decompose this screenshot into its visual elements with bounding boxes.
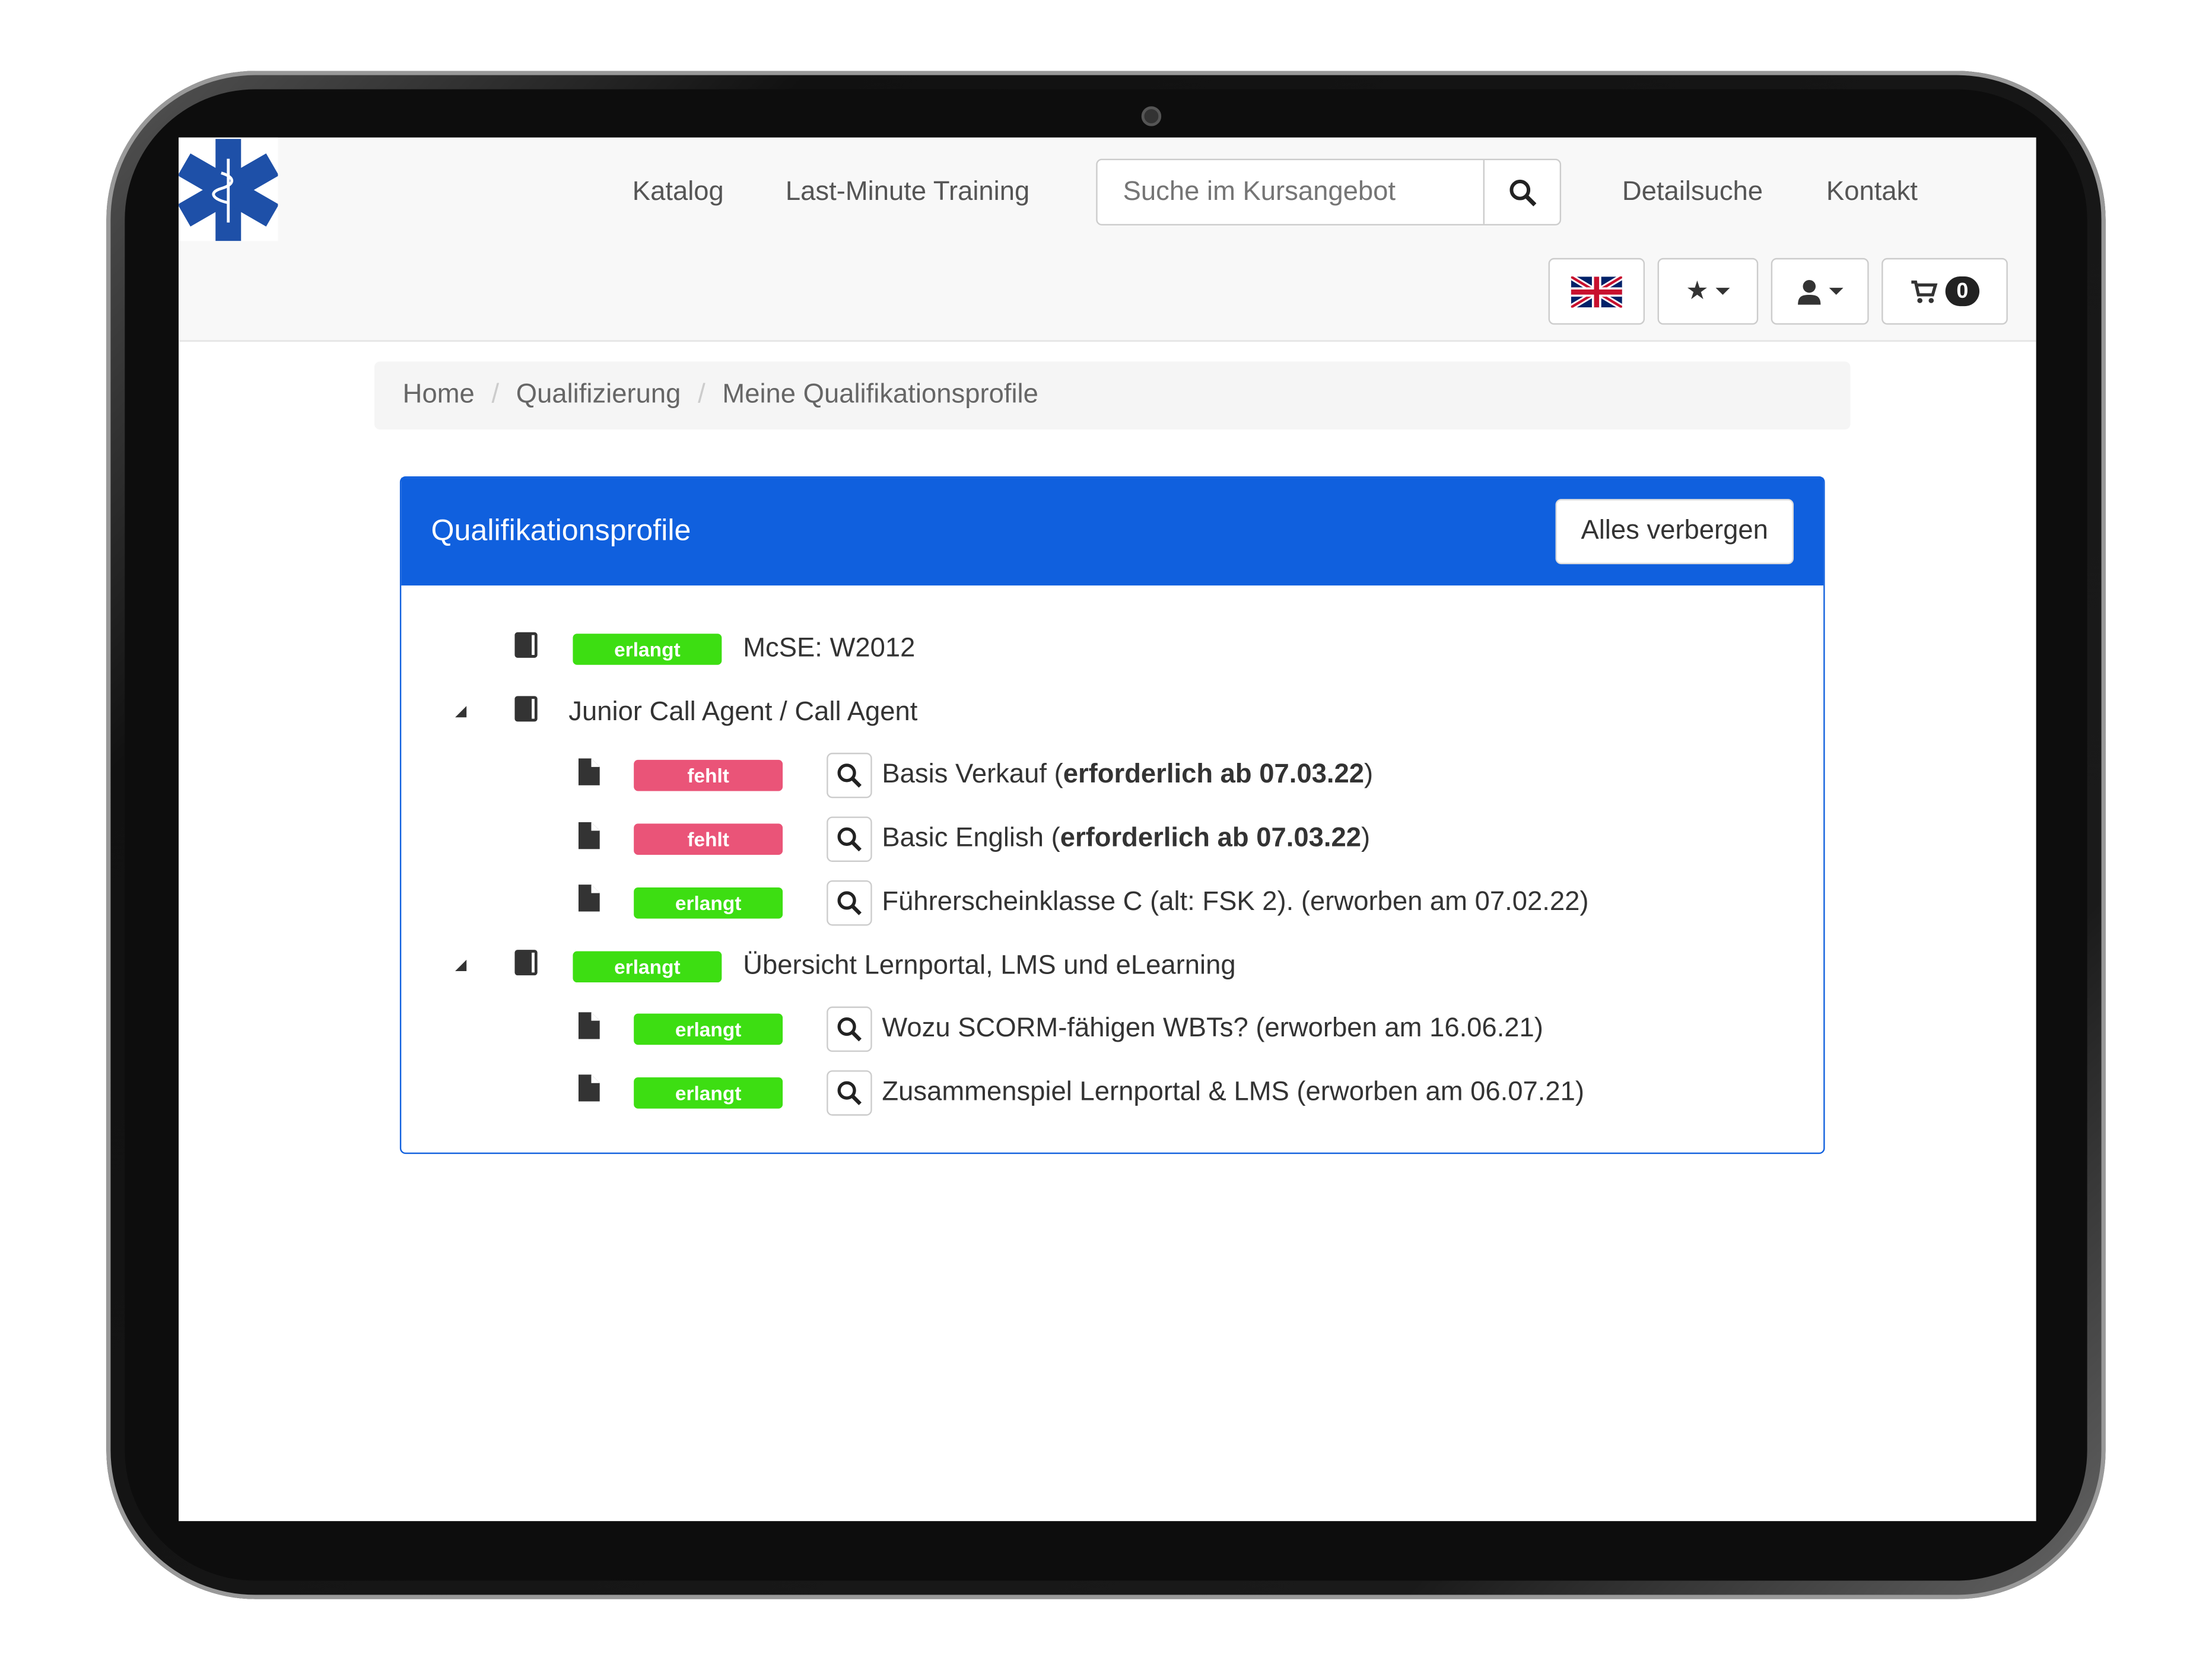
details-search-button[interactable] — [827, 753, 872, 799]
item-text: McSE: W2012 — [743, 634, 916, 664]
item-title: McSE: W2012 — [743, 634, 915, 665]
item-text: Zusammenspiel Lernportal & LMS (erworben… — [882, 1077, 1585, 1108]
search-icon — [837, 1017, 862, 1042]
book-icon — [513, 694, 539, 731]
language-button[interactable] — [1548, 257, 1645, 325]
item-text: Basis Verkauf ( — [882, 760, 1063, 790]
tree-item: fehlt Basic English (erforderlich ab 07.0… — [578, 816, 1370, 863]
item-title: Basic English (erforderlich ab 07.03.22) — [882, 824, 1370, 855]
item-title: Zusammenspiel Lernportal & LMS (erworben… — [882, 1077, 1584, 1109]
status-badge: erlangt — [634, 1014, 783, 1045]
status-badge: fehlt — [634, 760, 783, 792]
item-required-date: erforderlich ab 07.03.22 — [1063, 760, 1365, 790]
tree-item: fehlt Basis Verkauf (erforderlich ab 07.0… — [578, 753, 1373, 799]
search-icon — [837, 890, 862, 915]
item-text: Übersicht Lernportal, LMS und eLearning — [743, 950, 1236, 981]
details-search-button[interactable] — [827, 816, 872, 863]
status-badge: fehlt — [634, 823, 783, 855]
status-badge: erlangt — [634, 1077, 783, 1109]
tree-item: erlangt Wozu SCORM-fähigen WBTs? (erworbe… — [578, 1007, 1543, 1052]
panel-title: Qualifikationsprofile — [431, 514, 691, 548]
item-title: Wozu SCORM-fähigen WBTs? (erworben am 16… — [882, 1014, 1543, 1045]
tree-item: erlangt Zusammenspiel Lernportal & LMS (e… — [578, 1070, 1584, 1116]
qualification-panel: Qualifikationsprofile Alles verbergen er… — [399, 476, 1825, 1154]
camera — [1141, 106, 1162, 126]
nav-katalog[interactable]: Katalog — [632, 177, 724, 207]
file-icon — [578, 822, 600, 857]
breadcrumb-home[interactable]: Home — [402, 380, 475, 410]
search-icon — [837, 826, 862, 852]
tree-item: Junior Call Agent / Call Agent — [455, 691, 917, 734]
book-icon — [513, 948, 539, 985]
tree-item: erlangt McSE: W2012 — [513, 628, 915, 671]
file-icon — [578, 758, 600, 794]
cart-button[interactable]: 0 — [1882, 257, 2008, 325]
breadcrumb-separator: / — [698, 380, 705, 410]
item-text: Wozu SCORM-fähigen WBTs? (erworben am 16… — [882, 1014, 1543, 1044]
star-icon: ★ — [1686, 276, 1709, 305]
item-required-date: erforderlich ab 07.03.22 — [1060, 823, 1361, 854]
status-badge: erlangt — [573, 634, 722, 665]
navbar: Katalog Last-Minute Training Detailsuche… — [179, 137, 2036, 342]
breadcrumb-qualifizierung[interactable]: Qualifizierung — [516, 380, 681, 410]
item-suffix: ) — [1364, 760, 1374, 790]
book-icon — [513, 631, 539, 667]
panel-header: Qualifikationsprofile Alles verbergen — [401, 478, 1824, 586]
hide-all-button[interactable]: Alles verbergen — [1555, 499, 1794, 565]
file-icon — [578, 884, 600, 921]
item-suffix: ) — [1361, 823, 1371, 854]
item-title: Führerscheinklasse C (alt: FSK 2). (erwo… — [882, 887, 1588, 918]
nav-kontakt[interactable]: Kontakt — [1826, 177, 1918, 207]
file-icon — [578, 1011, 600, 1047]
collapse-toggle-icon[interactable] — [455, 959, 467, 971]
caret-down-icon — [1715, 288, 1730, 295]
search-icon — [1509, 179, 1536, 206]
details-search-button[interactable] — [827, 1007, 872, 1052]
item-title: Basis Verkauf (erforderlich ab 07.03.22) — [882, 761, 1373, 792]
user-icon — [1798, 279, 1821, 304]
favorites-dropdown[interactable]: ★ — [1657, 257, 1759, 325]
search-button[interactable] — [1483, 160, 1560, 224]
breadcrumb-current: Meine Qualifikationsprofile — [722, 380, 1038, 410]
details-search-button[interactable] — [827, 880, 872, 925]
search-icon — [837, 763, 862, 789]
search-box — [1096, 158, 1562, 225]
item-title: Junior Call Agent / Call Agent — [568, 697, 917, 728]
caret-down-icon — [1829, 288, 1844, 295]
item-text: Führerscheinklasse C (alt: FSK 2). (erwo… — [882, 887, 1589, 917]
tree-item: erlangt Führerscheinklasse C (alt: FSK 2)… — [578, 880, 1589, 925]
logo-star-of-life-icon[interactable] — [179, 137, 279, 241]
cart-icon — [1911, 279, 1938, 303]
uk-flag-icon — [1571, 275, 1622, 307]
tree-item: erlangt Übersicht Lernportal, LMS und eLe… — [455, 945, 1236, 988]
details-search-button[interactable] — [827, 1070, 872, 1116]
file-icon — [578, 1075, 600, 1111]
search-input[interactable] — [1097, 160, 1483, 224]
collapse-toggle-icon[interactable] — [455, 705, 467, 717]
breadcrumb: Home / Qualifizierung / Meine Qualifikatio… — [374, 361, 1851, 430]
status-badge: erlangt — [573, 950, 722, 982]
item-text: Junior Call Agent / Call Agent — [568, 696, 918, 727]
nav-detailsuche[interactable]: Detailsuche — [1622, 177, 1763, 207]
user-dropdown[interactable] — [1771, 257, 1869, 325]
cart-count: 0 — [1945, 276, 1980, 307]
breadcrumb-separator: / — [491, 380, 500, 410]
search-icon — [837, 1080, 862, 1106]
item-title: Übersicht Lernportal, LMS und eLearning — [743, 950, 1235, 982]
item-text: Basic English ( — [882, 823, 1060, 854]
screen: Katalog Last-Minute Training Detailsuche… — [179, 137, 2036, 1522]
status-badge: erlangt — [634, 887, 783, 919]
nav-last-minute-training[interactable]: Last-Minute Training — [785, 177, 1030, 207]
